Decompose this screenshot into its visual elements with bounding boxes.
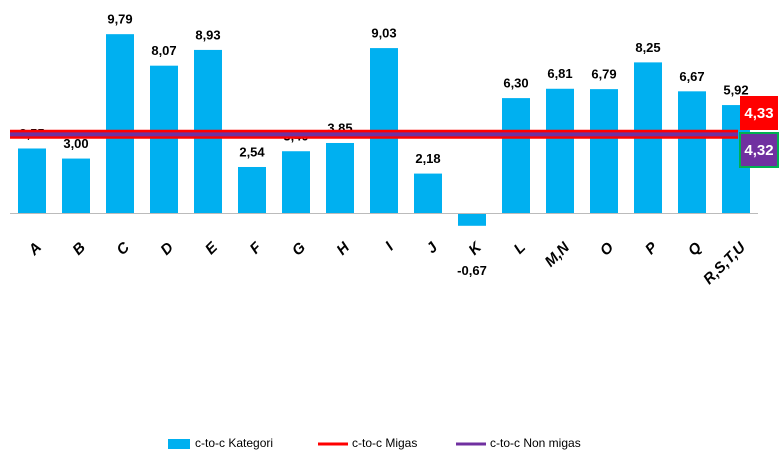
data-label: 6,30 bbox=[503, 76, 528, 91]
bar bbox=[546, 88, 574, 214]
bar bbox=[18, 148, 46, 214]
bar bbox=[238, 166, 266, 214]
data-label: 8,07 bbox=[151, 43, 176, 58]
reference-label-box bbox=[740, 96, 778, 130]
data-label: 8,25 bbox=[635, 40, 660, 55]
bar bbox=[326, 142, 354, 214]
x-tick-label: M,N bbox=[542, 238, 574, 270]
x-tick-label: O bbox=[597, 239, 618, 260]
x-tick-label: B bbox=[69, 239, 89, 259]
data-label: 6,81 bbox=[547, 66, 572, 81]
x-tick-label: P bbox=[642, 238, 662, 258]
bar bbox=[106, 34, 134, 214]
x-tick-label: J bbox=[423, 239, 441, 257]
x-tick-label: C bbox=[113, 238, 134, 259]
reference-label: 4,32 bbox=[744, 142, 773, 159]
legend-label: c-to-c Migas bbox=[352, 436, 417, 450]
bar bbox=[150, 65, 178, 214]
data-label: 6,67 bbox=[679, 69, 704, 84]
x-tick-label: K bbox=[465, 238, 486, 259]
x-tick-label: G bbox=[289, 239, 310, 260]
legend-swatch bbox=[168, 439, 190, 449]
legend-label: c-to-c Kategori bbox=[195, 436, 273, 450]
bar bbox=[414, 173, 442, 214]
reference-label: 4,33 bbox=[744, 105, 773, 122]
data-label: 2,54 bbox=[239, 144, 265, 159]
data-label: -0,67 bbox=[457, 263, 487, 278]
bar bbox=[282, 151, 310, 214]
reference-label-box bbox=[739, 132, 779, 168]
data-label: 9,03 bbox=[371, 26, 396, 41]
bar bbox=[678, 91, 706, 214]
x-tick-label: D bbox=[157, 239, 177, 259]
bar bbox=[502, 98, 530, 214]
x-tick-label: L bbox=[511, 239, 530, 258]
x-tick-label: I bbox=[382, 238, 398, 254]
data-label: 5,92 bbox=[723, 83, 748, 98]
bar bbox=[590, 89, 618, 214]
x-tick-label: Q bbox=[685, 239, 706, 260]
data-label: 2,18 bbox=[415, 151, 440, 166]
data-label: 9,79 bbox=[107, 12, 132, 27]
legend-label: c-to-c Non migas bbox=[490, 436, 581, 450]
x-tick-label: H bbox=[333, 238, 354, 259]
data-label: 8,93 bbox=[195, 27, 220, 42]
data-label: 3,00 bbox=[63, 136, 88, 151]
data-label: 6,79 bbox=[591, 67, 616, 82]
x-tick-label: E bbox=[202, 238, 222, 258]
x-tick-label: A bbox=[25, 239, 45, 259]
x-tick-label: R,S,T,U bbox=[700, 238, 750, 288]
x-tick-label: F bbox=[247, 238, 266, 257]
bar bbox=[62, 158, 90, 214]
bar bbox=[458, 213, 486, 226]
